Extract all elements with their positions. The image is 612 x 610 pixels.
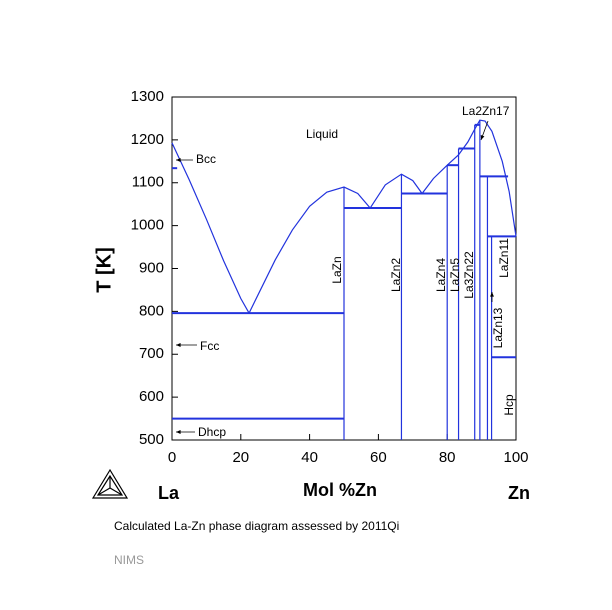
arrow-head xyxy=(176,158,181,162)
phase-label: La3Zn22 xyxy=(462,251,476,299)
caption: Calculated La-Zn phase diagram assessed … xyxy=(114,519,399,533)
phase-label: LaZn13 xyxy=(491,307,505,348)
left-element: La xyxy=(158,483,180,503)
logo xyxy=(91,468,129,499)
phase-label: La2Zn17 xyxy=(462,104,510,118)
phase-boundary xyxy=(369,173,423,209)
y-axis-title: T [K] xyxy=(93,247,115,293)
phase-label: LaZn4 xyxy=(434,258,448,292)
y-tick-label: 1000 xyxy=(131,217,164,234)
x-tick-label: 40 xyxy=(301,449,318,466)
phase-label: LaZn xyxy=(330,256,344,283)
y-tick-label: 500 xyxy=(139,431,164,448)
phase-boundary xyxy=(421,119,517,237)
y-tick-label: 800 xyxy=(139,302,164,319)
x-tick-label: 60 xyxy=(370,449,387,466)
right-element: Zn xyxy=(508,483,530,503)
arrow-head xyxy=(176,430,181,434)
y-tick-label: 1300 xyxy=(131,88,164,105)
phase-label: Bcc xyxy=(196,152,216,166)
phase-label: Dhcp xyxy=(198,425,226,439)
x-tick-label: 80 xyxy=(439,449,456,466)
y-tick-label: 700 xyxy=(139,345,164,362)
y-tick-label: 600 xyxy=(139,388,164,405)
arrow-head xyxy=(176,343,181,347)
phase-label: LaZn11 xyxy=(497,238,511,278)
phase-label: LaZn2 xyxy=(389,258,403,292)
x-tick-label: 100 xyxy=(503,449,528,466)
phase-label: LaZn5 xyxy=(448,258,462,292)
phase-label: Fcc xyxy=(200,339,219,353)
arrow-head xyxy=(480,135,485,140)
y-tick-label: 1100 xyxy=(132,174,164,191)
x-tick-label: 20 xyxy=(232,449,249,466)
x-axis-title: Mol %Zn xyxy=(303,480,377,500)
phase-boundary xyxy=(171,142,250,314)
phase-label: Liquid xyxy=(306,127,338,141)
y-tick-label: 900 xyxy=(139,259,164,276)
phase-boundary xyxy=(248,186,371,314)
phase-label: Hcp xyxy=(502,394,516,416)
source: NIMS xyxy=(114,553,144,567)
arrow-head xyxy=(490,292,494,297)
x-tick-label: 0 xyxy=(168,449,176,466)
y-tick-label: 1200 xyxy=(131,131,164,148)
